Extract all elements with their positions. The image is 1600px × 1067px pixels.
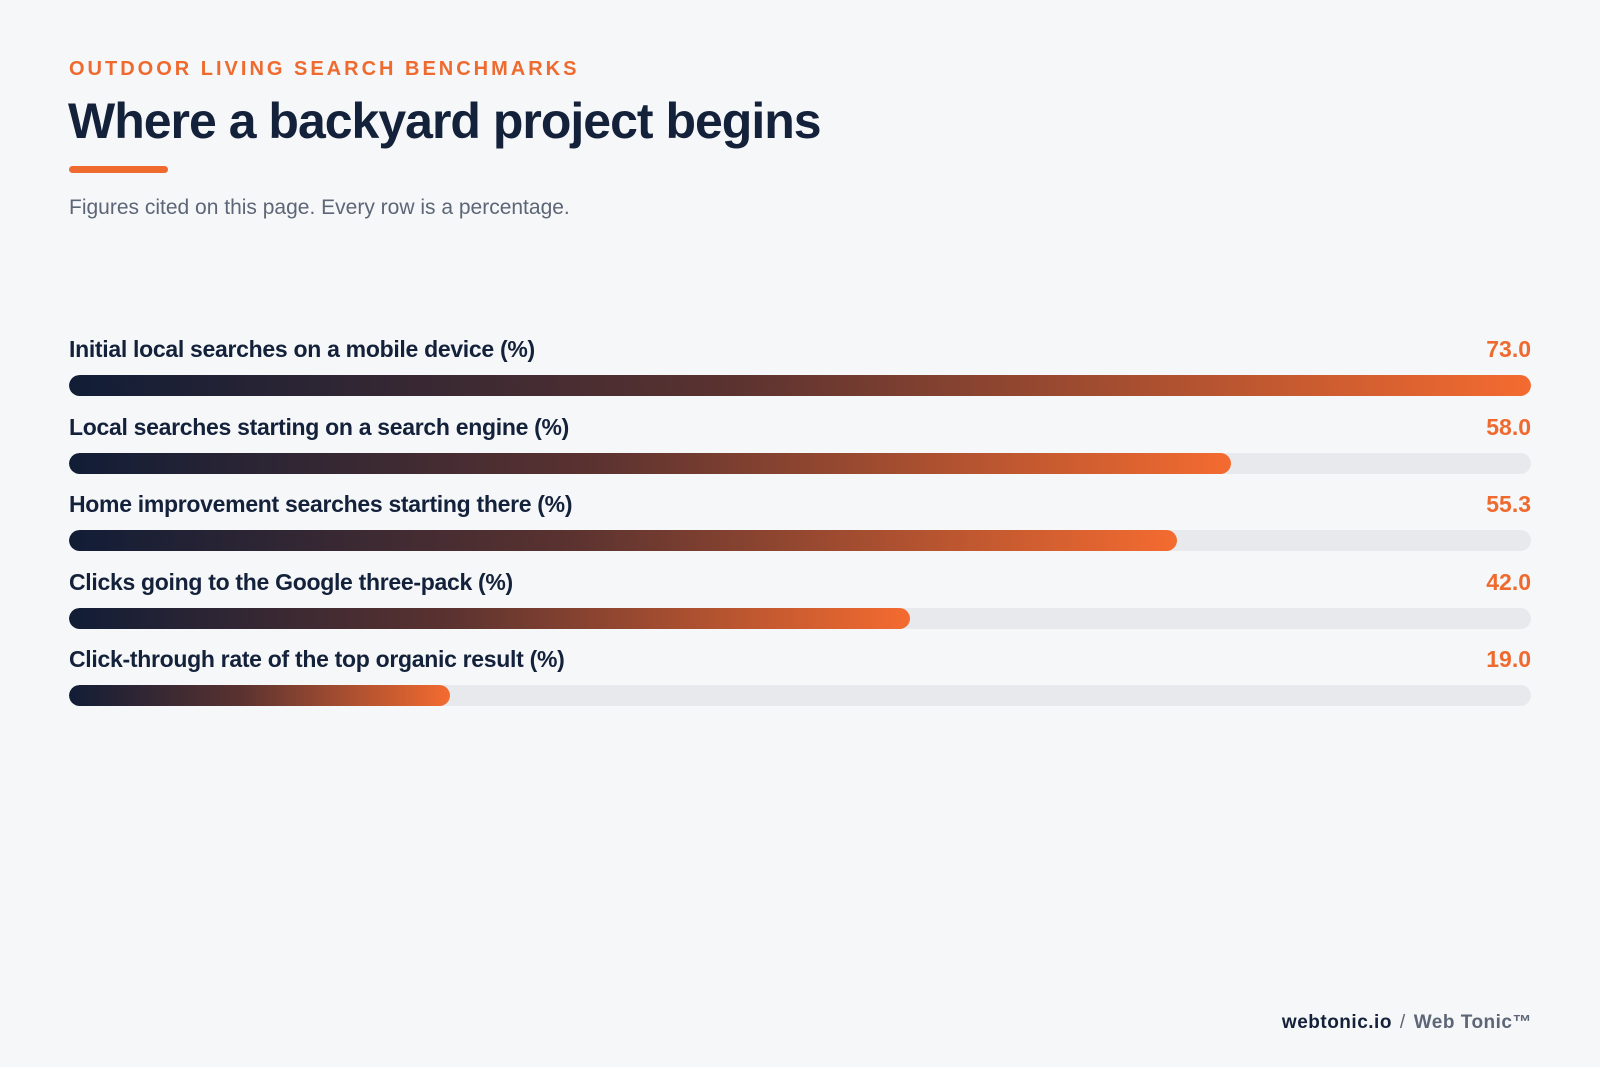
- bar-label: Local searches starting on a search engi…: [69, 413, 570, 440]
- chart-row: Local searches starting on a search engi…: [69, 414, 1531, 492]
- bar: [69, 375, 1531, 396]
- bar-chart: Initial local searches on a mobile devic…: [69, 336, 1531, 724]
- bar-label: Click-through rate of the top organic re…: [69, 646, 565, 672]
- chart-row: Home improvement searches starting there…: [69, 491, 1531, 569]
- page-title: Where a backyard project begins: [68, 93, 822, 149]
- bar-label: Clicks going to the Google three-pack (%…: [69, 568, 513, 595]
- page-subtitle: Figures cited on this page. Every row is…: [69, 196, 570, 219]
- bar-track: [69, 607, 1531, 629]
- bar-value-label: 73.0: [1486, 336, 1531, 362]
- bar-value-label: 55.3: [1486, 491, 1531, 517]
- chart-row: Click-through rate of the top organic re…: [69, 646, 1531, 724]
- bar-track: [69, 685, 1531, 706]
- chart-row: Initial local searches on a mobile devic…: [69, 336, 1531, 414]
- bar-track: [69, 530, 1531, 551]
- bar: [69, 530, 1177, 551]
- footer-separator: /: [1399, 1012, 1406, 1033]
- bar-track: [69, 452, 1531, 474]
- bar-value-label: 42.0: [1486, 568, 1531, 595]
- footer-credit: webtonic.io / Web Tonic™: [1282, 1012, 1532, 1034]
- bar-value-label: 19.0: [1486, 646, 1531, 672]
- bar: [69, 607, 910, 629]
- footer-domain-link[interactable]: webtonic.io: [1281, 1012, 1392, 1033]
- bar: [69, 452, 1231, 474]
- title-underline: [69, 166, 168, 173]
- bar-label: Initial local searches on a mobile devic…: [69, 336, 535, 362]
- bar: [69, 685, 450, 706]
- bar-value-label: 58.0: [1486, 413, 1531, 440]
- chart-row: Clicks going to the Google three-pack (%…: [69, 569, 1531, 647]
- bar-label: Home improvement searches starting there…: [69, 491, 573, 517]
- eyebrow-label: OUTDOOR LIVING SEARCH BENCHMARKS: [69, 58, 580, 80]
- footer-brand: Web Tonic™: [1413, 1012, 1532, 1033]
- bar-track: [69, 375, 1531, 396]
